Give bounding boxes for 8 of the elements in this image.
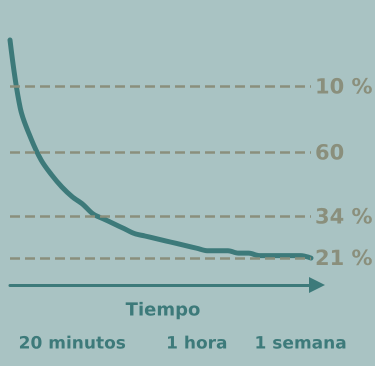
text: 21 % [315, 246, 373, 270]
x-tick-label: 1 hora [166, 334, 228, 354]
text: 60 [315, 140, 344, 165]
x-tick-label: 1 semana [254, 334, 347, 354]
text: 34 % [315, 204, 373, 228]
text: 10 % [315, 74, 373, 99]
x-tick-label: 20 minutos [18, 334, 126, 354]
x-axis-title: Tiempo [126, 300, 200, 320]
